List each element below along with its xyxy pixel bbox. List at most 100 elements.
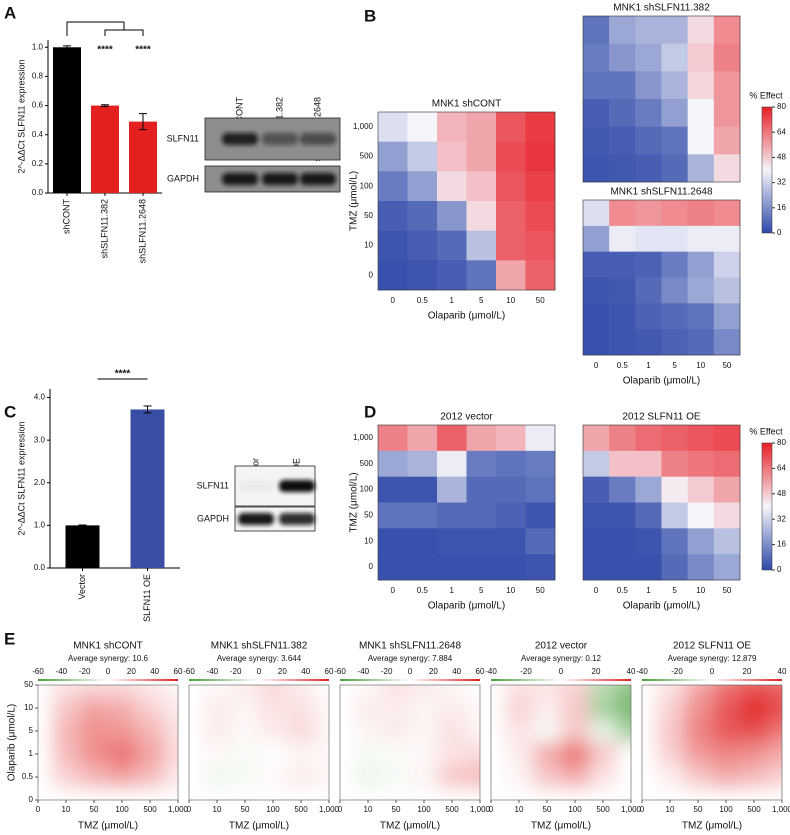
heatmap-cell (713, 16, 741, 44)
heatmap-cell (713, 71, 741, 100)
x-axis-label: Olaparib (μmol/L) (428, 601, 505, 612)
contour-cell (589, 742, 618, 766)
heatmap-cell (713, 329, 741, 356)
y-tick-label: 500 (360, 459, 374, 468)
x-tick-label: 500 (143, 805, 157, 814)
contour-cell (438, 788, 467, 800)
colorbar (761, 106, 773, 234)
synergy-tick-label: 40 (301, 667, 310, 676)
x-tick-label: 0.5 (617, 586, 629, 595)
x-tick-label: 5 (672, 586, 677, 595)
heatmap-title: 2012 SLFN11 OE (622, 412, 701, 423)
colorbar-tick-label: 64 (777, 464, 786, 473)
x-tick-label: 1 (646, 361, 651, 370)
y-tick-label: 2.0 (34, 478, 46, 487)
synergy-tick-label: -40 (207, 667, 219, 676)
contour-cell (231, 788, 260, 800)
heatmap-cell (525, 554, 556, 581)
heatmap-cell (525, 260, 556, 291)
contour-frame (641, 684, 783, 801)
contour-cell (642, 696, 657, 720)
synergy-tick-label: -40 (358, 667, 370, 676)
heatmap-cell (378, 230, 408, 261)
contour-cell (231, 685, 260, 697)
contour-cell (340, 685, 355, 697)
contour-cell (491, 742, 506, 766)
contour-cell (466, 685, 480, 697)
contour-cell (189, 788, 204, 800)
synergy-tick-label: -20 (79, 667, 91, 676)
heatmap-cell (437, 171, 467, 202)
contour-cell (768, 685, 782, 697)
heatmap-cell (496, 450, 526, 477)
heatmap-cell (635, 303, 662, 330)
y-axis-label: 2^-ΔΔCt SLFN11 expression (16, 59, 26, 173)
contour-cell (617, 685, 631, 697)
contour-field (340, 685, 480, 800)
colorbar-tick-label: 0 (777, 565, 782, 574)
heatmap-cell (687, 200, 715, 227)
x-tick-label: 1,000 (319, 805, 340, 814)
heatmap-frame (582, 15, 741, 183)
blot-band (238, 480, 274, 492)
panel-letter: E (4, 629, 15, 648)
contour-cell (740, 696, 769, 720)
y-tick-label: 10 (24, 703, 33, 712)
heatmap-cell (583, 43, 610, 72)
contour-cell (561, 765, 590, 789)
heatmap-cell (609, 16, 636, 44)
contour-cell (287, 685, 316, 697)
contour-cell (287, 788, 316, 800)
contour-cell (642, 765, 657, 789)
contour-cell (354, 685, 383, 697)
contour-cell (340, 719, 355, 743)
contour-field (38, 685, 178, 800)
heatmap-cell (713, 154, 741, 183)
x-axis-label: TMZ (μmol/L) (380, 821, 440, 832)
heatmap-cell (378, 112, 408, 142)
contour-cell (189, 719, 204, 743)
contour-cell (617, 742, 631, 766)
heatmap-cell (583, 450, 610, 477)
heatmap-cell (378, 450, 408, 477)
contour-cell (438, 742, 467, 766)
heatmap-cell (525, 425, 556, 452)
contour-frame (490, 684, 632, 801)
contour-cell (505, 742, 534, 766)
heatmap-cell (635, 476, 662, 503)
panel-letter: A (4, 3, 16, 22)
heatmap-cell (609, 502, 636, 529)
heatmap-cell (583, 277, 610, 304)
contour-cell (136, 765, 165, 789)
x-tick-label: 1 (450, 586, 455, 595)
colorbar-tick-label: 48 (777, 153, 786, 162)
contour-cell (533, 685, 562, 697)
synergy-tick-label: -60 (32, 667, 44, 676)
panel-letter: C (4, 402, 16, 421)
heatmap-cell (635, 554, 662, 581)
heatmap-cell (635, 154, 662, 183)
heatmap-cell (378, 425, 408, 452)
contour-cell (38, 696, 53, 720)
x-tick-label: 0 (640, 805, 645, 814)
contour-cell (382, 765, 411, 789)
contour-cell (287, 719, 316, 743)
heatmap-cell (635, 16, 662, 44)
heatmap-cell (437, 201, 467, 231)
y-tick-label: 50 (364, 511, 373, 520)
heatmap-cell (583, 528, 610, 555)
contour-cell (259, 788, 288, 800)
contour-cell (38, 742, 53, 766)
heatmap-cell (687, 425, 715, 452)
contour-cell (189, 765, 204, 789)
contour-cell (259, 696, 288, 720)
heatmap-cell (661, 425, 688, 452)
heatmap-cell (609, 425, 636, 452)
contour-cell (410, 719, 439, 743)
blot-band (262, 133, 298, 145)
heatmap-cell (466, 141, 497, 172)
contour-title: 2012 vector (535, 641, 588, 652)
heatmap-cell (437, 260, 467, 291)
bar (65, 525, 100, 568)
heatmap-cell (466, 554, 497, 581)
